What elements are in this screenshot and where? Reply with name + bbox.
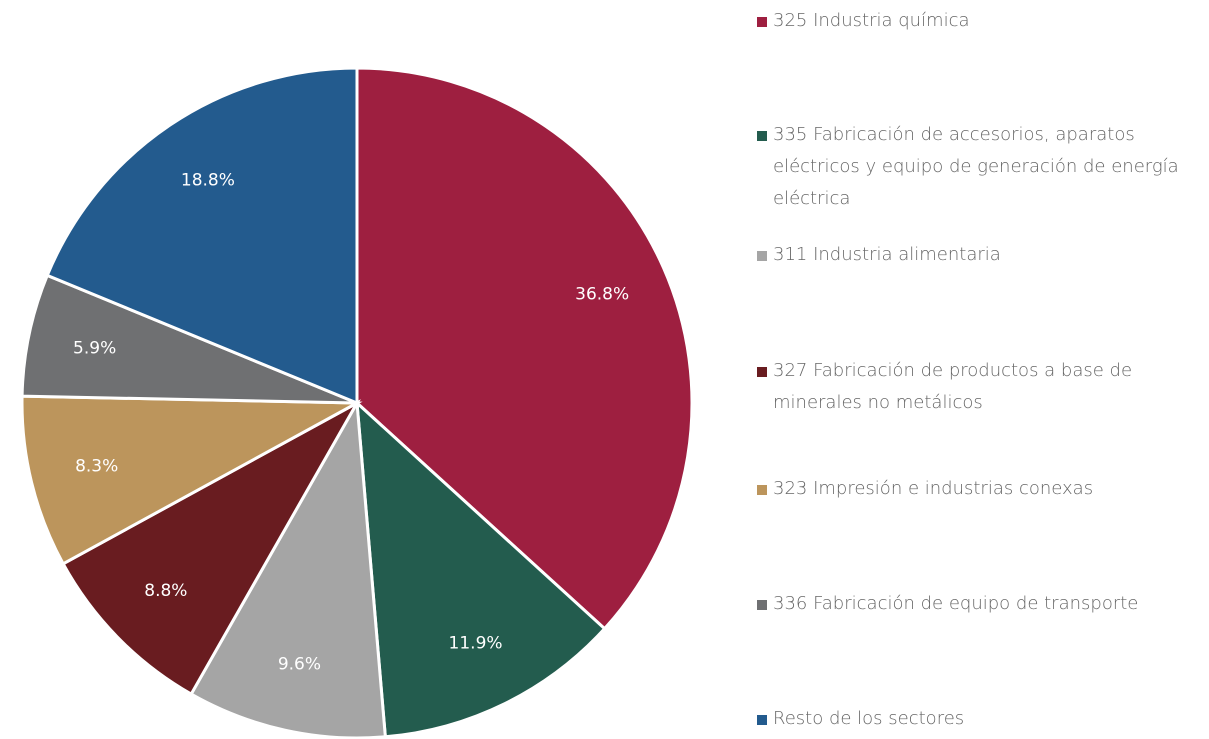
legend-swatch — [757, 17, 767, 27]
pie-slice — [189, 398, 387, 739]
data-label: 8.3% — [75, 457, 118, 477]
legend-swatch — [757, 485, 767, 495]
legend-item: 325 Industria química — [757, 5, 1202, 37]
legend-item: 311 Industria alimentaria — [757, 239, 1202, 271]
legend-label: 327 Fabricación de productos a base de m… — [773, 360, 1133, 413]
legend-label: 323 Impresión e industrias conexas — [773, 478, 1094, 499]
legend-item: 323 Impresión e industrias conexas — [757, 473, 1202, 505]
legend-label: 336 Fabricación de equipo de transporte — [773, 593, 1139, 614]
legend-item: 327 Fabricación de productos a base de m… — [757, 355, 1202, 419]
pie-slice — [355, 66, 694, 631]
legend-label: 335 Fabricación de accesorios, aparatos … — [773, 124, 1179, 209]
legend-label: 325 Industria química — [773, 10, 970, 31]
pie-slice — [20, 394, 363, 566]
legend-label: 311 Industria alimentaria — [773, 244, 1001, 265]
legend-swatch — [757, 600, 767, 610]
pie: 36.8% 11.9% 9.6% 8.8% 8.3% 5.9% 18.8% — [20, 66, 694, 739]
pie-slice — [45, 66, 359, 406]
legend-swatch — [757, 367, 767, 377]
legend-swatch — [757, 131, 767, 141]
legend-item: 336 Fabricación de equipo de transporte — [757, 588, 1202, 620]
legend-label: Resto de los sectores — [773, 708, 965, 729]
pie-slice — [61, 399, 361, 697]
legend-item: Resto de los sectores — [757, 703, 1202, 735]
pie-slice — [355, 399, 607, 739]
legend-item: 335 Fabricación de accesorios, aparatos … — [757, 119, 1202, 215]
legend-swatch — [757, 251, 767, 261]
data-label: 36.8% — [575, 285, 629, 305]
data-label: 5.9% — [73, 338, 116, 358]
pie-slice — [20, 273, 358, 405]
data-label: 18.8% — [181, 170, 235, 190]
legend-swatch — [757, 715, 767, 725]
data-label: 11.9% — [449, 633, 503, 653]
data-label: 8.8% — [144, 581, 187, 601]
data-label: 9.6% — [278, 655, 321, 675]
